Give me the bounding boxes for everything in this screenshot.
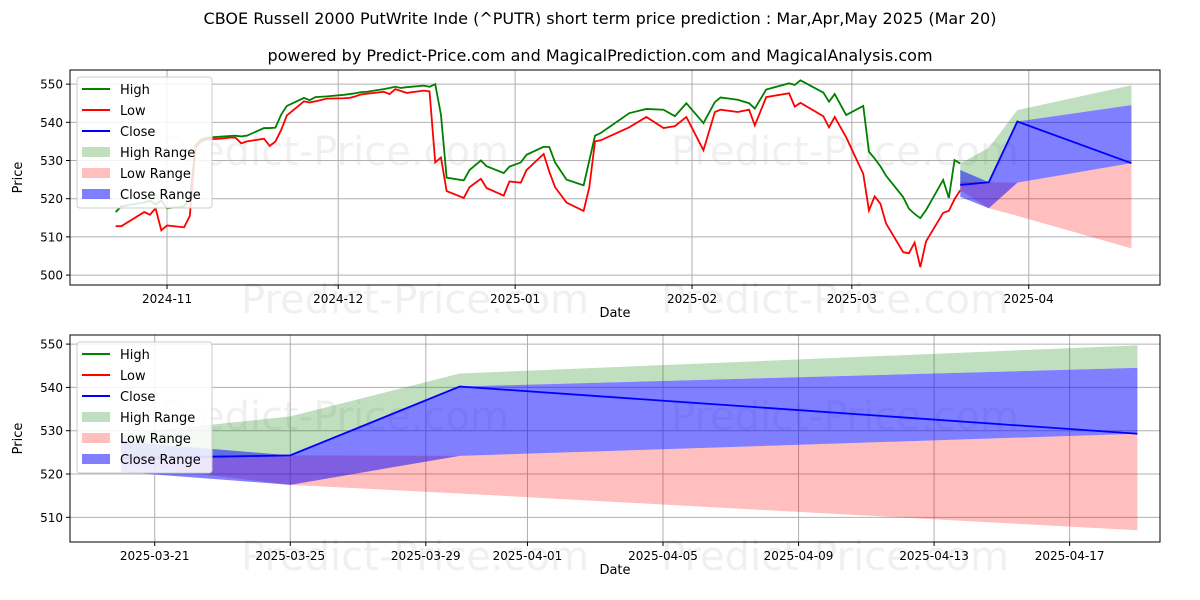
y-tick-label: 520 (40, 192, 63, 206)
legend-label: Low (120, 104, 146, 119)
close-line (960, 120, 1132, 186)
plot-frame (69, 69, 1161, 286)
high-range-band (120, 345, 1138, 459)
x-tick-label: 2025-04-13 (899, 549, 969, 563)
x-tick-label: 2025-04-17 (1035, 549, 1105, 563)
legend-swatch (82, 412, 110, 422)
high-line (115, 79, 961, 220)
x-tick-label: 2024-12 (313, 292, 363, 306)
legend-label: High Range (120, 146, 195, 161)
x-tick-label: 2025-03-25 (255, 549, 325, 563)
legend-label: High (120, 348, 150, 363)
high-range-band (960, 85, 1132, 185)
legend-label: Low Range (120, 167, 191, 182)
plot-frame (69, 334, 1161, 543)
y-tick-label: 500 (40, 269, 63, 283)
legend: High Low Close High Range Low Range Close Ran… (76, 341, 213, 474)
x-tick-label: 2025-04-05 (628, 549, 698, 563)
legend-swatch (82, 433, 110, 443)
x-tick-label: 2025-04-01 (493, 549, 563, 563)
y-tick-label: 510 (40, 511, 63, 525)
y-axis-label: Price (11, 162, 26, 194)
chart-subtitle: powered by Predict-Price.com and Magical… (267, 46, 933, 65)
legend-label: High Range (120, 411, 195, 426)
legend-label: Close (120, 390, 155, 405)
legend-label: Close Range (120, 188, 201, 203)
legend-label: High (120, 83, 150, 98)
x-tick-label: 2025-04-09 (764, 549, 834, 563)
plot-marks (115, 79, 1132, 268)
legend-swatch (82, 454, 110, 464)
x-tick-label: 2025-01 (490, 292, 540, 306)
y-tick-label: 530 (40, 154, 63, 168)
legend-swatch (82, 168, 110, 178)
legend: High Low Close High Range Low Range Close Ran… (76, 76, 213, 209)
legend-label: Close Range (120, 453, 201, 468)
close-range-band (960, 105, 1132, 209)
x-axis-label: Date (599, 306, 630, 321)
y-tick-label: 550 (40, 78, 63, 92)
chart-1: Predict-Price.com Predict-Price.comPredic… (11, 69, 1161, 323)
y-axis-label: Price (11, 423, 26, 455)
x-tick-label: 2025-02 (667, 292, 717, 306)
y-tick-label: 520 (40, 468, 63, 482)
x-tick-label: 2025-04 (1004, 292, 1054, 306)
legend-label: Low Range (120, 432, 191, 447)
legend-box (76, 76, 213, 209)
y-tick-label: 540 (40, 381, 63, 395)
plot-area (70, 70, 1160, 285)
chart-title: CBOE Russell 2000 PutWrite Inde (^PUTR) … (203, 9, 997, 28)
legend-label: Close (120, 125, 155, 140)
y-tick-label: 540 (40, 116, 63, 130)
y-tick-label: 510 (40, 230, 63, 244)
legend-label: Low (120, 369, 146, 384)
legend-box (76, 341, 213, 474)
legend-swatch (82, 189, 110, 199)
watermark: Predict-Price.com (161, 129, 509, 175)
x-tick-label: 2025-03 (827, 292, 877, 306)
x-tick-label: 2024-11 (142, 292, 192, 306)
legend-swatch (82, 147, 110, 157)
close-range-band (120, 367, 1138, 485)
x-tick-label: 2025-03-21 (120, 549, 190, 563)
x-tick-label: 2025-03-29 (391, 549, 461, 563)
low-line (115, 88, 962, 268)
y-tick-label: 550 (40, 338, 63, 352)
x-axis-label: Date (599, 563, 630, 578)
y-tick-label: 530 (40, 424, 63, 438)
